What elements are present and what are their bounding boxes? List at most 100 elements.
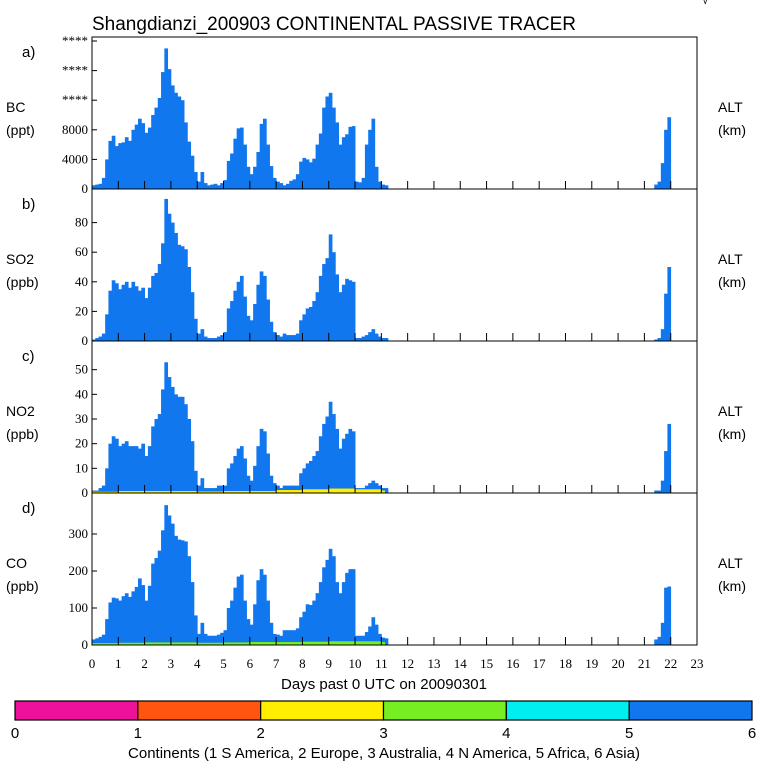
bar-no2-0-2 [98, 488, 103, 493]
bar-no2-0-71 [325, 416, 330, 493]
bar-co-0-90 [654, 639, 658, 645]
bar-no2-0-90 [654, 490, 658, 493]
ytick-label-no2-3: 30 [75, 411, 88, 426]
bar-co-0-40 [223, 630, 228, 645]
bar-co-0-85 [371, 617, 376, 645]
bar-so2-0-12 [131, 281, 136, 341]
bar-co-0-49 [253, 604, 257, 645]
bar-no2-0-35 [207, 488, 211, 493]
bar-co-0-84 [368, 626, 372, 645]
bar-no2-1-0 [92, 491, 119, 493]
bar-co-0-11 [128, 596, 132, 645]
bar-co-0-16 [144, 600, 149, 645]
bar-co-0-25 [174, 535, 178, 645]
bar-no2-0-59 [285, 485, 290, 493]
ytick-label-co-2: 200 [69, 563, 89, 578]
bar-bc-0-28 [184, 122, 188, 189]
bar-bc-0-50 [256, 152, 261, 189]
xtick-label-12: 12 [401, 656, 414, 671]
bar-co-0-73 [332, 556, 336, 645]
bar-bc-0-15 [141, 123, 146, 189]
alt-label-so2: ALT [718, 251, 743, 267]
bar-so2-0-82 [361, 336, 366, 341]
bar-no2-0-77 [345, 433, 349, 493]
bar-so2-0-59 [285, 335, 290, 341]
bar-no2-0-52 [262, 431, 267, 493]
bar-no2-0-85 [371, 480, 376, 493]
bar-co-0-21 [161, 530, 165, 645]
bar-no2-0-26 [177, 396, 182, 493]
bar-bc-0-11 [128, 140, 132, 189]
bar-co-0-38 [216, 634, 221, 645]
xtick-label-6: 6 [247, 656, 254, 671]
bar-co-0-4 [105, 619, 109, 645]
panel-letter-so2: b) [22, 196, 35, 213]
bar-co-0-42 [230, 600, 234, 645]
bar-no2-0-4 [105, 468, 109, 493]
bar-bc-0-2 [98, 183, 103, 189]
bar-no2-0-60 [289, 485, 293, 493]
bar-co-0-78 [348, 569, 353, 645]
bar-bc-0-52 [262, 118, 267, 189]
bar-so2-0-49 [253, 304, 257, 341]
bar-co-0-2 [98, 636, 103, 645]
bar-bc-0-93 [664, 129, 668, 189]
bar-bc-0-65 [305, 159, 310, 189]
bar-co-0-8 [118, 600, 122, 645]
bar-co-1-0 [92, 643, 119, 645]
bar-so2-0-31 [193, 318, 198, 341]
bar-no2-0-75 [338, 448, 343, 493]
bar-no2-0-19 [154, 419, 159, 493]
ytick-label-bc-4: **** [62, 63, 88, 78]
bar-bc-0-80 [355, 181, 359, 189]
bar-bc-0-20 [157, 97, 162, 189]
bar-co-0-53 [266, 600, 270, 645]
colorbar-tick-5: 5 [625, 725, 633, 742]
bar-so2-0-40 [223, 332, 228, 341]
bar-so2-0-30 [190, 292, 195, 341]
bar-no2-0-64 [302, 468, 307, 493]
colorbar-tick-0: 0 [11, 725, 19, 742]
bar-co-1-11 [381, 642, 386, 645]
bar-no2-0-50 [256, 446, 261, 493]
bar-bc-0-73 [332, 107, 336, 189]
bar-so2-0-64 [302, 314, 307, 341]
colorbar-segment-0 [14, 700, 139, 721]
bar-so2-0-65 [305, 308, 310, 341]
bar-so2-0-56 [276, 335, 280, 341]
xtick-label-19: 19 [585, 656, 598, 671]
bar-no2-0-54 [269, 475, 274, 493]
bar-so2-0-90 [654, 339, 658, 341]
xtick-label-20: 20 [612, 656, 625, 671]
bar-so2-0-68 [315, 292, 320, 341]
bar-so2-0-16 [144, 298, 149, 341]
bar-bc-0-89 [384, 185, 389, 189]
bar-co-0-94 [667, 586, 672, 645]
bar-so2-0-0 [92, 339, 96, 341]
bar-bc-0-43 [233, 138, 238, 189]
panel-letter-no2: c) [22, 348, 35, 365]
bar-bc-0-45 [239, 127, 244, 189]
bar-co-0-66 [309, 605, 313, 645]
bar-so2-0-32 [197, 333, 201, 341]
bar-co-1-5 [223, 642, 251, 645]
bar-bc-0-70 [322, 107, 326, 189]
bar-so2-0-13 [134, 286, 139, 341]
bar-no2-0-86 [374, 483, 379, 493]
bar-no2-0-18 [151, 426, 155, 493]
bar-co-0-32 [197, 633, 201, 645]
bar-so2-0-60 [289, 335, 293, 341]
bar-bc-0-84 [368, 129, 372, 189]
bar-no2-0-44 [236, 448, 241, 493]
series-co-1 [92, 641, 386, 645]
bar-bc-0-61 [292, 179, 297, 189]
bar-co-0-5 [108, 602, 113, 645]
bar-bc-0-69 [318, 133, 323, 189]
bar-so2-0-10 [124, 281, 129, 341]
bar-co-0-93 [664, 587, 668, 645]
bar-no2-0-24 [170, 386, 175, 493]
bar-no2-0-6 [111, 436, 116, 493]
bar-bc-0-66 [309, 162, 313, 189]
bar-co-0-22 [164, 505, 169, 645]
alt-unit-label-no2: (km) [718, 426, 746, 442]
